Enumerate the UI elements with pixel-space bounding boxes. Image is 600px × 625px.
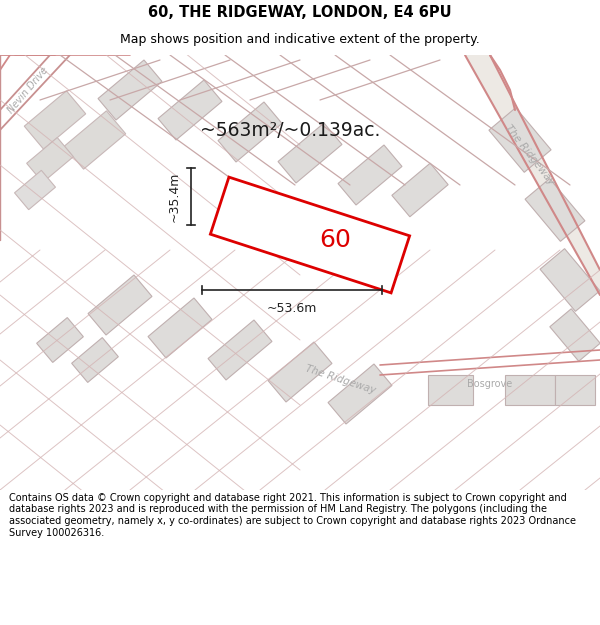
Polygon shape — [540, 249, 600, 311]
Polygon shape — [88, 275, 152, 335]
Polygon shape — [71, 338, 118, 382]
Polygon shape — [64, 111, 126, 169]
Text: 60, THE RIDGEWAY, LONDON, E4 6PU: 60, THE RIDGEWAY, LONDON, E4 6PU — [148, 4, 452, 19]
Polygon shape — [392, 163, 448, 217]
Text: The Ridgeway: The Ridgeway — [304, 364, 376, 396]
Text: ~563m²/~0.139ac.: ~563m²/~0.139ac. — [200, 121, 380, 139]
Polygon shape — [14, 171, 55, 209]
Polygon shape — [218, 102, 282, 162]
Polygon shape — [489, 107, 551, 172]
Polygon shape — [427, 375, 473, 405]
Polygon shape — [26, 138, 73, 182]
Polygon shape — [24, 91, 86, 149]
Polygon shape — [98, 60, 162, 120]
Text: ~35.4m: ~35.4m — [168, 171, 181, 221]
Polygon shape — [211, 177, 410, 293]
Text: Map shows position and indicative extent of the property.: Map shows position and indicative extent… — [120, 33, 480, 46]
Polygon shape — [555, 375, 595, 405]
Polygon shape — [148, 298, 212, 358]
Polygon shape — [37, 318, 83, 362]
Text: ~53.6m: ~53.6m — [267, 302, 317, 315]
Polygon shape — [158, 80, 222, 140]
Polygon shape — [328, 364, 392, 424]
Text: The Ridgeway: The Ridgeway — [503, 123, 557, 187]
Text: 60: 60 — [319, 228, 351, 252]
Text: Contains OS data © Crown copyright and database right 2021. This information is : Contains OS data © Crown copyright and d… — [9, 492, 576, 538]
Polygon shape — [278, 123, 342, 183]
Text: Nevin Drive: Nevin Drive — [6, 65, 50, 115]
Polygon shape — [550, 309, 600, 361]
Polygon shape — [465, 55, 600, 295]
Polygon shape — [208, 320, 272, 380]
Polygon shape — [268, 342, 332, 402]
Polygon shape — [525, 179, 585, 241]
Polygon shape — [338, 145, 402, 205]
Polygon shape — [505, 375, 555, 405]
Text: Bosgrove: Bosgrove — [467, 379, 512, 389]
